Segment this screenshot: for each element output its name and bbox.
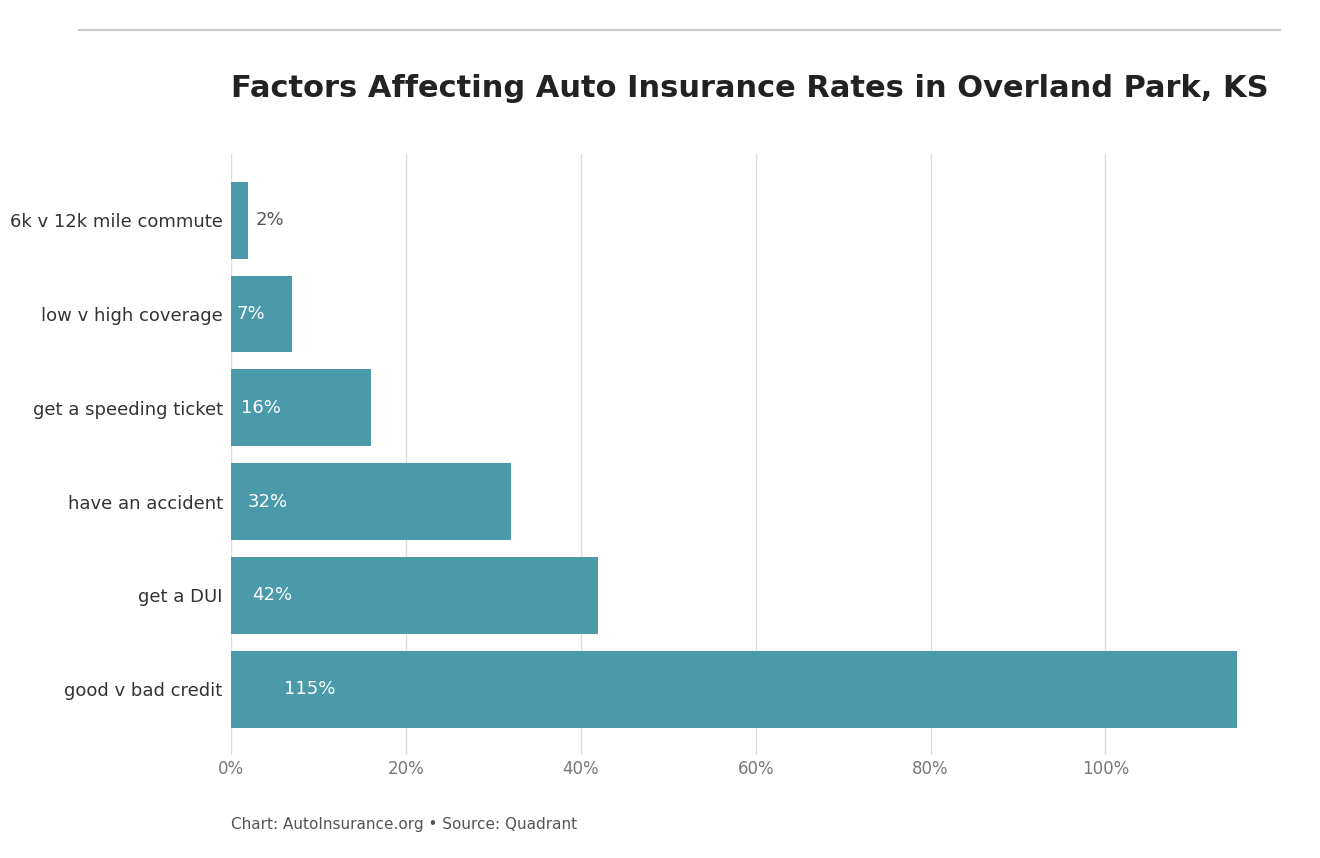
Bar xyxy=(231,463,511,541)
Bar xyxy=(231,557,598,634)
Bar xyxy=(231,651,1237,728)
Text: 2%: 2% xyxy=(256,211,284,229)
Bar xyxy=(231,275,292,353)
Text: 7%: 7% xyxy=(236,305,265,323)
Text: Chart: AutoInsurance.org • Source: Quadrant: Chart: AutoInsurance.org • Source: Quadr… xyxy=(231,818,577,832)
Text: Factors Affecting Auto Insurance Rates in Overland Park, KS: Factors Affecting Auto Insurance Rates i… xyxy=(231,74,1269,103)
Text: 32%: 32% xyxy=(248,492,288,511)
Bar xyxy=(231,182,248,258)
Text: 42%: 42% xyxy=(252,587,292,605)
Text: 115%: 115% xyxy=(284,680,335,698)
Text: 16%: 16% xyxy=(240,399,280,417)
Bar xyxy=(231,369,371,446)
